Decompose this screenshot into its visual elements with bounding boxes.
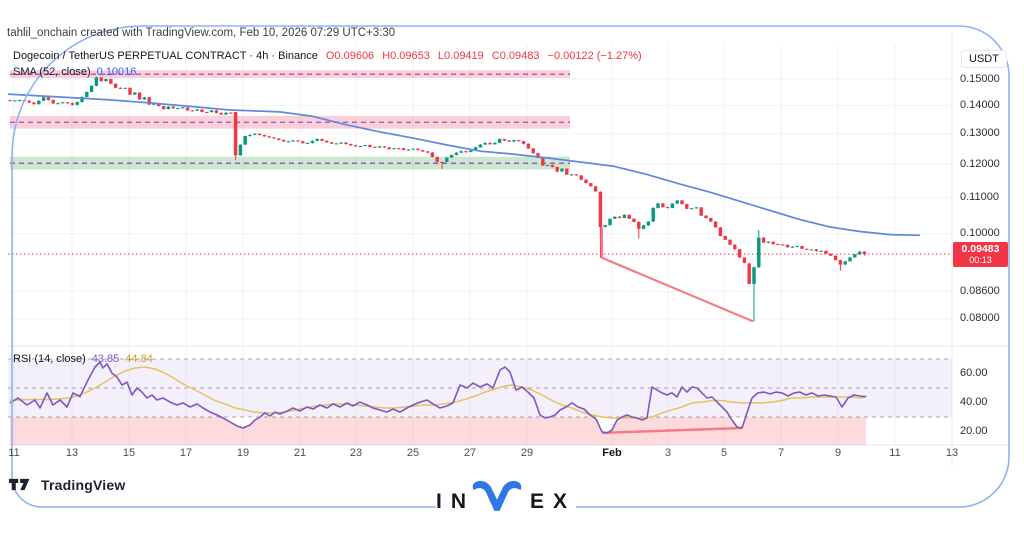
price-axis-label: 0.12000 (960, 157, 1000, 170)
sma-indicator-name: SMA (52, close) (13, 66, 91, 78)
rsi-axis-label: 20.00 (960, 425, 988, 437)
time-axis-label: 13 (65, 447, 79, 459)
ohlc-open: O0.09606 (325, 50, 375, 62)
time-axis-label: 7 (777, 447, 785, 459)
time-axis-label: 5 (720, 447, 728, 459)
price-axis-label: 0.15000 (960, 72, 1000, 85)
invex-letters-right: EX (530, 490, 577, 513)
price-axis-label: 0.14000 (960, 98, 1000, 111)
ohlc-change: −0.00122 (−1.27%) (547, 50, 642, 62)
sma-legend-row[interactable]: SMA (52, close) 0.10016 (13, 66, 136, 78)
rsi-axis-label: 60.00 (960, 367, 988, 379)
time-axis-label: 11 (889, 447, 901, 459)
bar-countdown: 00:13 (969, 255, 992, 266)
invex-logo: IN EX (436, 480, 576, 524)
price-axis-label: 0.08000 (960, 312, 1000, 325)
time-axis-label: Feb (602, 447, 622, 459)
time-axis-label: 27 (463, 447, 477, 459)
rsi-indicator-name: RSI (14, close) (13, 353, 86, 365)
last-price-value: 0.09483 (961, 243, 1000, 256)
time-axis-label: 23 (349, 447, 363, 459)
tradingview-logo-text: TradingView (41, 476, 126, 493)
time-axis-label: 11 (8, 447, 20, 459)
ohlc-high: H0.09653 (382, 50, 430, 62)
invex-letters-left: IN (436, 490, 475, 513)
time-axis-label: 19 (236, 447, 250, 459)
rsi-value: 43.85 (91, 353, 120, 365)
time-axis-label: 15 (122, 447, 136, 459)
ohlc-close: C0.09483 (491, 50, 540, 62)
time-axis-label: 3 (664, 447, 672, 459)
price-axis-label: 0.10000 (960, 227, 1000, 240)
price-axis-label: 0.11000 (960, 190, 999, 203)
ohlc-low: L0.09419 (437, 50, 484, 62)
symbol-title: Dogecoin / TetherUS PERPETUAL CONTRACT ·… (13, 50, 318, 62)
candlesticks (8, 76, 867, 322)
rsi-axis-label: 40.00 (960, 396, 988, 408)
price-axis-label: 0.13000 (960, 127, 1000, 140)
time-axis-label: 13 (945, 447, 959, 459)
time-axis-label: 29 (520, 447, 534, 459)
last-price-badge: 0.09483 00:13 (953, 242, 1008, 268)
time-axis-label: 17 (179, 447, 193, 459)
invex-bull-v-icon (472, 481, 522, 511)
currency-label: USDT (961, 50, 1007, 68)
time-axis-label: 9 (834, 447, 842, 459)
tradingview-logo[interactable]: TradingView (8, 476, 125, 493)
watermark-attribution: tahlil_onchain created with TradingView.… (7, 27, 396, 39)
tradingview-logo-icon (8, 478, 30, 491)
rsi-legend-row[interactable]: RSI (14, close) 43.85 44.84 (13, 353, 153, 365)
time-axis-label: 25 (406, 447, 420, 459)
time-axis-label: 21 (293, 447, 307, 459)
sma-value: 0.10016 (96, 66, 137, 78)
price-axis-label: 0.08600 (960, 284, 1000, 297)
symbol-legend-row[interactable]: Dogecoin / TetherUS PERPETUAL CONTRACT ·… (13, 50, 642, 62)
rsi-ma-value: 44.84 (125, 353, 153, 365)
